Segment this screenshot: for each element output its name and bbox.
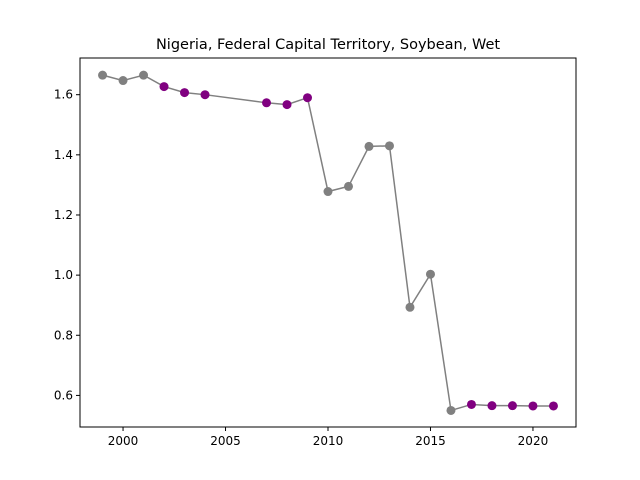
data-point (303, 93, 313, 103)
y-tick-label: 1.6 (54, 88, 73, 102)
x-tick-label: 2020 (518, 434, 549, 448)
x-tick-label: 2000 (108, 434, 139, 448)
y-tick-label: 0.6 (54, 388, 73, 402)
data-point (262, 98, 272, 108)
data-point (405, 302, 415, 312)
data-point (98, 70, 108, 80)
y-tick-label: 1.2 (54, 208, 73, 222)
y-axis: 0.6 0.8 1.0 1.2 1.4 1.6 (54, 88, 80, 402)
data-point (528, 401, 538, 411)
data-point (139, 70, 149, 80)
y-tick-label: 1.4 (54, 148, 73, 162)
data-point (507, 401, 517, 411)
data-point (466, 399, 476, 409)
x-tick-label: 2015 (415, 434, 446, 448)
data-point (425, 269, 435, 279)
data-point (118, 76, 128, 86)
data-point (282, 100, 292, 110)
data-point (548, 401, 558, 411)
data-point (487, 401, 497, 411)
data-point (364, 141, 374, 151)
data-point (323, 187, 333, 197)
data-point (446, 405, 456, 415)
plot-frame (79, 57, 577, 428)
data-point (384, 141, 394, 151)
y-tick-label: 1.0 (54, 268, 73, 282)
data-point (180, 88, 190, 98)
data-points (98, 70, 558, 415)
data-point (159, 82, 169, 92)
data-point (200, 90, 210, 100)
data-point (343, 181, 353, 191)
x-tick-label: 2010 (313, 434, 344, 448)
chart-title: Nigeria, Federal Capital Territory, Soyb… (156, 37, 500, 53)
y-tick-label: 0.8 (54, 328, 73, 342)
x-tick-label: 2005 (210, 434, 241, 448)
series-line (102, 74, 554, 412)
x-axis: 2000 2005 2010 2015 2020 (108, 427, 548, 448)
